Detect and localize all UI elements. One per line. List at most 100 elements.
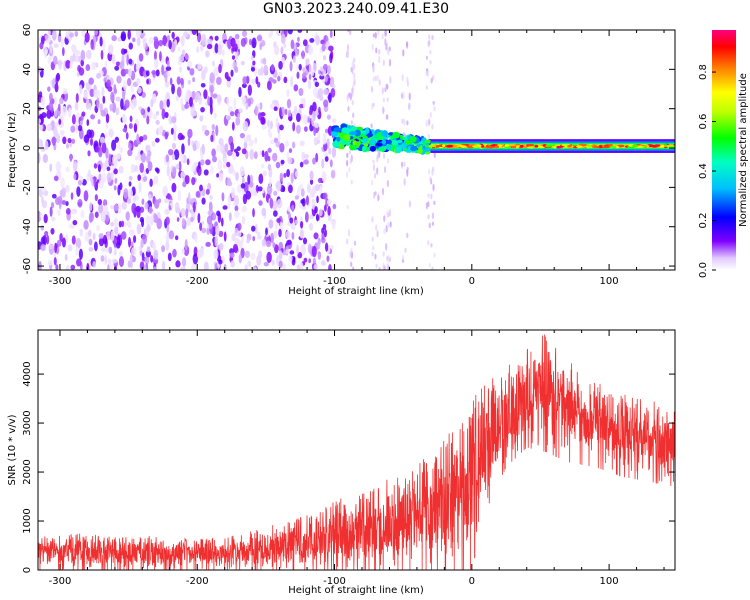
heatmap-cell [235,171,239,181]
heatmap-cell [332,140,341,147]
heatmap-cell [314,206,318,214]
heatmap-cell [190,216,194,223]
heatmap-cell [187,90,193,97]
heatmap-cell [394,146,402,154]
heatmap-cell [429,144,437,148]
heatmap-cell [314,183,320,192]
heatmap-cell [371,216,374,223]
heatmap-cell [181,257,187,267]
heatmap-cell [118,256,125,268]
heatmap-cell [402,49,405,57]
heatmap-cell [183,31,189,38]
heatmap-cell [88,246,94,252]
heatmap-cell [252,208,255,218]
heatmap-cell [632,144,639,148]
heatmap-cell [110,221,115,227]
heatmap-cell [96,97,100,109]
heatmap-cell [346,159,349,167]
heatmap-cell [62,47,65,57]
heatmap-cell [382,251,385,257]
heatmap-cell [323,88,329,96]
heatmap-cell [324,242,329,252]
heatmap-cell [80,210,85,218]
heatmap-cell [164,208,168,215]
colorbar-tick-label: 0.6 [698,114,709,130]
heatmap-cell [386,262,389,270]
heatmap-cell [120,220,125,227]
heatmap-cell [302,237,308,245]
heatmap-cell [184,175,190,185]
heatmap-cell [91,61,96,71]
heatmap-cell [273,210,278,217]
heatmap-cell [94,211,99,219]
heatmap-cell [85,64,91,72]
heatmap-cell [217,43,223,56]
heatmap-cell [257,81,261,88]
heatmap-cell [187,61,193,68]
heatmap-cell [332,30,336,41]
heatmap-cell [295,124,301,134]
heatmap-cell [299,262,304,270]
colorbar-tick-label: 0.0 [698,262,709,278]
heatmap-cell [199,222,203,231]
heatmap-cell [132,37,136,43]
heatmap-cell [78,67,85,76]
heatmap-cell [164,72,168,83]
heatmap-cell [353,57,356,63]
heatmap-cell [381,139,387,145]
heatmap-cell [250,55,254,61]
heatmap-cell [333,127,342,133]
heatmap-cell [382,262,385,270]
heatmap-cell [119,182,123,191]
heatmap-cell [205,241,211,247]
heatmap-cell [79,120,83,126]
heatmap-cell [247,174,251,185]
heatmap-cell [253,151,258,160]
heatmap-cell [111,258,118,264]
heatmap-cell [73,173,77,180]
heatmap-cell [362,145,367,151]
heatmap-cell [386,83,389,90]
heatmap-cell [218,259,223,265]
heatmap-cell [200,106,205,113]
heatmap-cell [425,85,428,90]
heatmap-cell [136,36,141,47]
heatmap-cell [197,212,201,224]
heatmap-cell [118,250,123,257]
heatmap-cell [222,49,225,56]
heatmap-cell [172,166,177,177]
heatmap-cell [282,263,286,270]
heatmap-cell [159,51,162,62]
heatmap-cell [433,105,436,112]
heatmap-cell [278,260,283,269]
heatmap-cell [203,89,208,100]
heatmap-cell [108,153,112,165]
heatmap-cell [428,34,431,40]
heatmap-cell [512,145,517,149]
heatmap-cell [69,32,74,38]
heatmap-cell [150,255,154,263]
heatmap-cell [353,77,356,84]
heatmap-cell [122,91,126,101]
heatmap-cell [362,137,369,142]
heatmap-cell [242,120,249,132]
heatmap-cell [108,246,113,254]
heatmap-cell [141,198,145,205]
heatmap-cell [278,228,282,238]
heatmap-cell [282,186,286,192]
heatmap-cell [53,257,57,266]
heatmap-cell [226,181,233,187]
heatmap-cell [377,194,380,202]
heatmap-cell [71,44,77,53]
heatmap-cell [102,199,108,207]
heatmap-cell [38,118,41,124]
heatmap-cell [111,54,116,65]
heatmap-cell [74,55,80,63]
heatmap-cell [407,103,411,111]
heatmap-cell [350,120,353,125]
heatmap-cell [346,43,350,52]
heatmap-cell [153,249,159,261]
heatmap-cell [41,112,47,119]
heatmap-cell [300,221,304,229]
heatmap-cell [288,184,293,194]
